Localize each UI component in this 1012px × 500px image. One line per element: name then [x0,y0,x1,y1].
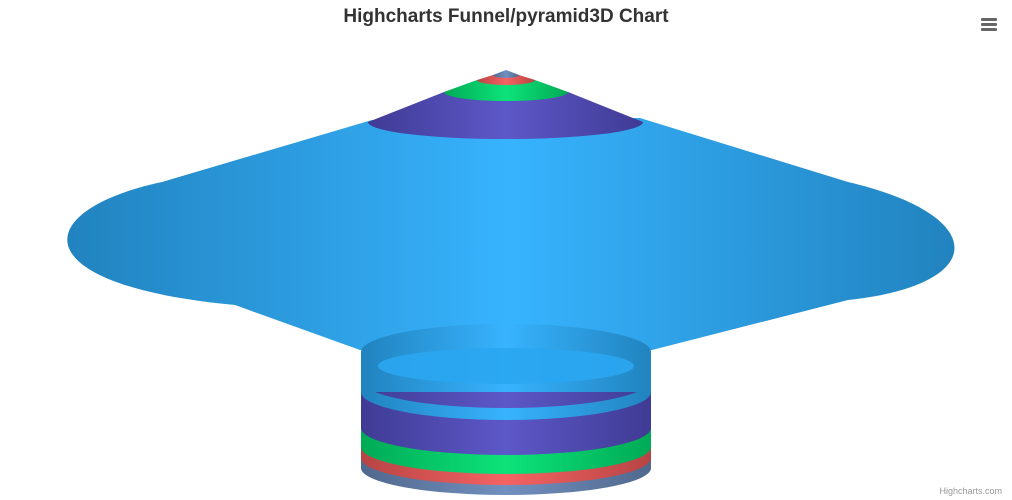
hamburger-menu-icon [981,18,997,21]
hamburger-menu-icon-line-3 [981,28,997,31]
funnel-segment-4-top[interactable] [368,92,643,140]
funnel-segment-3-top[interactable] [444,80,568,101]
funnel-segment-2-top[interactable] [477,75,535,85]
credits-link[interactable]: Highcharts.com [939,486,1002,496]
funnel-segments [67,70,955,495]
funnel-segment-1-top[interactable] [493,70,519,78]
funnel-segment-5-body[interactable] [67,118,955,350]
funnel-segment-5-lower-edge[interactable] [361,380,651,420]
context-menu-button[interactable] [974,10,1004,38]
hamburger-menu-icon-line-2 [981,23,997,26]
funnel-segment-5-rim[interactable] [378,348,634,384]
chart-title: Highcharts Funnel/pyramid3D Chart [343,6,669,27]
